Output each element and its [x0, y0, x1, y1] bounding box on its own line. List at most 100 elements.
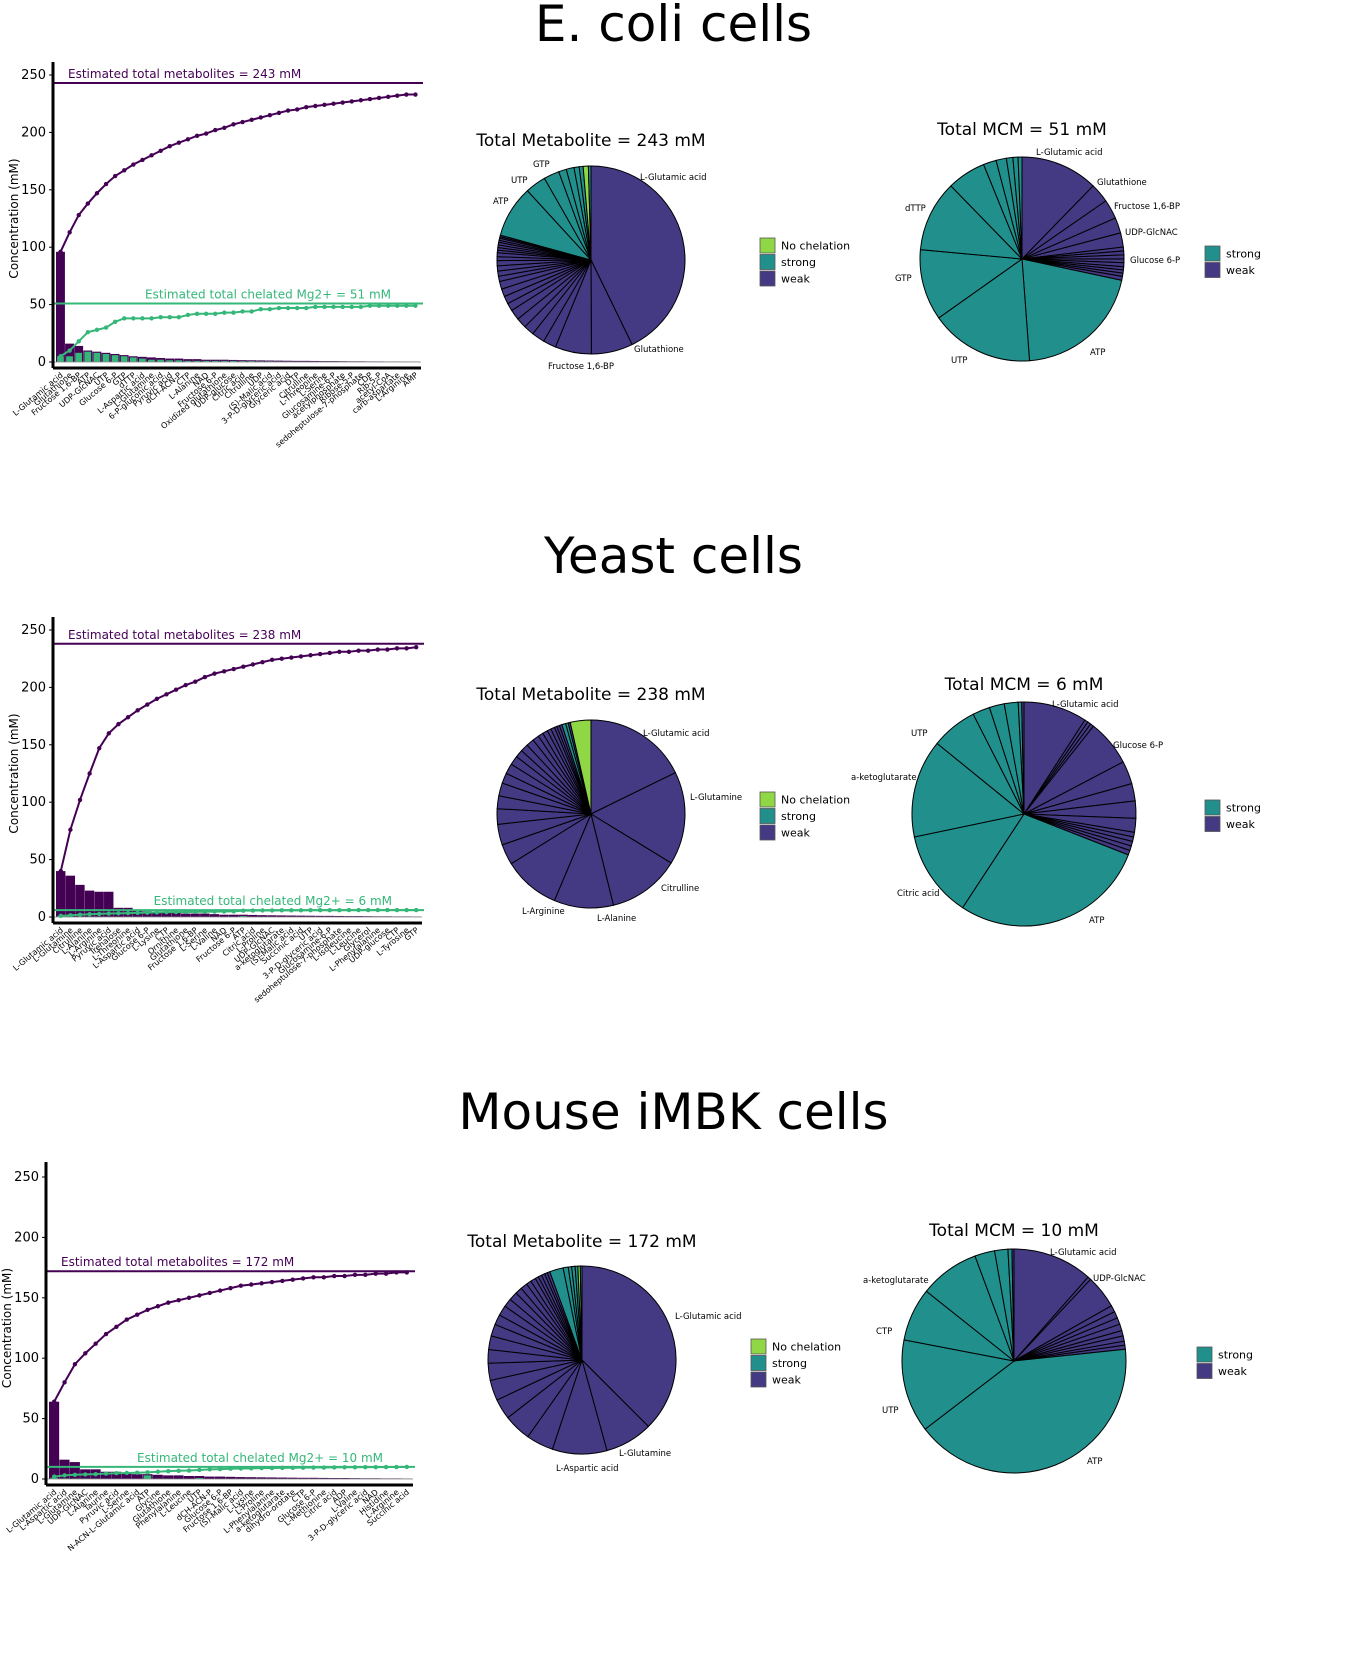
- cumulative-total-point: [58, 249, 63, 254]
- bar-metabolite: [183, 359, 193, 362]
- bar-chelated: [129, 357, 137, 362]
- cumulative-total-point: [145, 702, 150, 707]
- bar-metabolite: [152, 1474, 163, 1479]
- cumulative-chelated-point: [217, 1466, 223, 1472]
- y-tick-label: 250: [21, 68, 46, 83]
- bar-metabolite: [84, 890, 95, 917]
- cumulative-chelated-point: [186, 1468, 192, 1473]
- y-tick-label: 100: [14, 1351, 39, 1366]
- y-tick-label: 50: [22, 1412, 39, 1427]
- cumulative-chelated-point: [155, 1469, 161, 1474]
- pie-slice-label: Citric acid: [897, 889, 940, 899]
- cumulative-total-point: [276, 110, 282, 116]
- legend-swatch: [750, 1355, 767, 1371]
- cumulative-total-point: [122, 168, 127, 173]
- cumulative-chelated-point: [58, 354, 63, 359]
- cumulative-total-point: [290, 1277, 295, 1282]
- bar-metabolite: [318, 1477, 329, 1479]
- bar-chelated: [66, 356, 73, 362]
- bar-chelated: [148, 359, 155, 362]
- cumulative-chelated-point: [298, 908, 304, 913]
- cumulative-chelated-point: [365, 907, 371, 913]
- bar-metabolite: [246, 1477, 257, 1479]
- panel-title: Mouse iMBK cells: [458, 1083, 889, 1141]
- pie-title: Total MCM = 51 mM: [936, 120, 1107, 140]
- pie-slice-label: Fructose 1,6-BP: [548, 362, 614, 372]
- cumulative-total-point: [363, 1272, 368, 1278]
- pie-slice-label: UTP: [951, 356, 968, 366]
- legend-label: strong: [1226, 802, 1261, 815]
- bar-chelated: [93, 352, 101, 362]
- legend: No chelation strong weak: [759, 791, 850, 841]
- y-tick-label: 150: [21, 738, 46, 753]
- bar-metabolite: [69, 1462, 80, 1479]
- cumulative-chelated-point: [176, 1468, 181, 1473]
- bar-metabolite: [56, 251, 65, 362]
- cumulative-chelated-point: [352, 1465, 358, 1470]
- pie-slice: [1017, 156, 1023, 260]
- cumulative-chelated-point: [313, 304, 318, 310]
- cumulative-chelated-line: [60, 304, 416, 358]
- cumulative-chelated-point: [116, 911, 121, 916]
- cumulative-total-point: [212, 671, 217, 676]
- cumulative-total-point: [197, 1293, 202, 1298]
- pie-slice: [911, 742, 1026, 838]
- cumulative-total-point: [313, 103, 318, 109]
- pie-slice-label: ATP: [1089, 916, 1104, 926]
- legend-swatch: [750, 1371, 767, 1388]
- legend-label: weak: [1226, 264, 1256, 277]
- legend-swatch: [1204, 262, 1221, 278]
- bar-metabolite: [152, 912, 162, 917]
- bar-chart: Concentration (mM) 0 50 100 150 200 250 Estimat…: [0, 1162, 415, 1553]
- bar-metabolite: [94, 891, 104, 917]
- legend-swatch: [1204, 816, 1221, 832]
- pie-slice: [919, 249, 1024, 319]
- legend-swatch: [759, 270, 776, 287]
- pie-slice: [590, 165, 686, 346]
- legend: strong weak: [1196, 1346, 1253, 1379]
- cumulative-chelated-point: [164, 909, 169, 915]
- legend-swatch: [750, 1338, 767, 1355]
- cumulative-total-point: [213, 127, 218, 133]
- cumulative-total-point: [87, 771, 92, 776]
- cumulative-chelated-point: [124, 1470, 129, 1476]
- cumulative-total-point: [311, 1275, 316, 1280]
- cumulative-total-point: [294, 107, 300, 112]
- cumulative-total-point: [62, 1380, 67, 1385]
- cumulative-chelated-point: [311, 1465, 316, 1470]
- cumulative-chelated-point: [228, 1466, 233, 1471]
- cumulative-total-point: [68, 827, 73, 832]
- pie-title: Total Metabolite = 172 mM: [466, 1232, 696, 1252]
- bar-metabolite: [190, 913, 200, 917]
- legend-label: weak: [1226, 818, 1256, 831]
- pie-total-metabolite: Total Metabolite = 172 mM L-Glutamic acid…: [466, 1232, 741, 1474]
- cumulative-total-point: [258, 115, 263, 120]
- cumulative-total-point: [124, 1317, 129, 1322]
- cumulative-total-point: [185, 137, 191, 142]
- cumulative-chelated-point: [337, 908, 342, 913]
- cumulative-chelated-point: [304, 305, 309, 311]
- cumulative-chelated-point: [285, 305, 291, 311]
- cumulative-chelated-point: [166, 1468, 171, 1474]
- cumulative-total-point: [164, 692, 169, 697]
- bar-metabolite: [329, 361, 338, 362]
- cumulative-total-point: [413, 645, 419, 650]
- cumulative-chelated-point: [394, 907, 400, 913]
- cumulative-total-point: [298, 654, 304, 659]
- pie-slice: [590, 719, 677, 815]
- pie-slice-label: dTTP: [905, 204, 926, 214]
- cumulative-total-line: [59, 646, 417, 872]
- cumulative-total-line: [59, 93, 416, 253]
- cumulative-chelated-point: [267, 306, 273, 312]
- cumulative-total-point: [300, 1276, 306, 1281]
- bar-metabolite: [338, 361, 348, 362]
- bar-chelated: [248, 361, 255, 362]
- bar-metabolite: [219, 914, 229, 917]
- cumulative-chelated-point: [346, 907, 352, 913]
- y-tick-label: 150: [14, 1291, 39, 1306]
- cumulative-total-point: [365, 648, 371, 653]
- pie-slice: [938, 258, 1031, 362]
- pie-total-mcm: Total MCM = 6 mM L-Glutamic acid Glucose 6…: [851, 675, 1163, 927]
- bar-metabolite: [283, 360, 293, 362]
- cumulative-total-point: [167, 143, 172, 149]
